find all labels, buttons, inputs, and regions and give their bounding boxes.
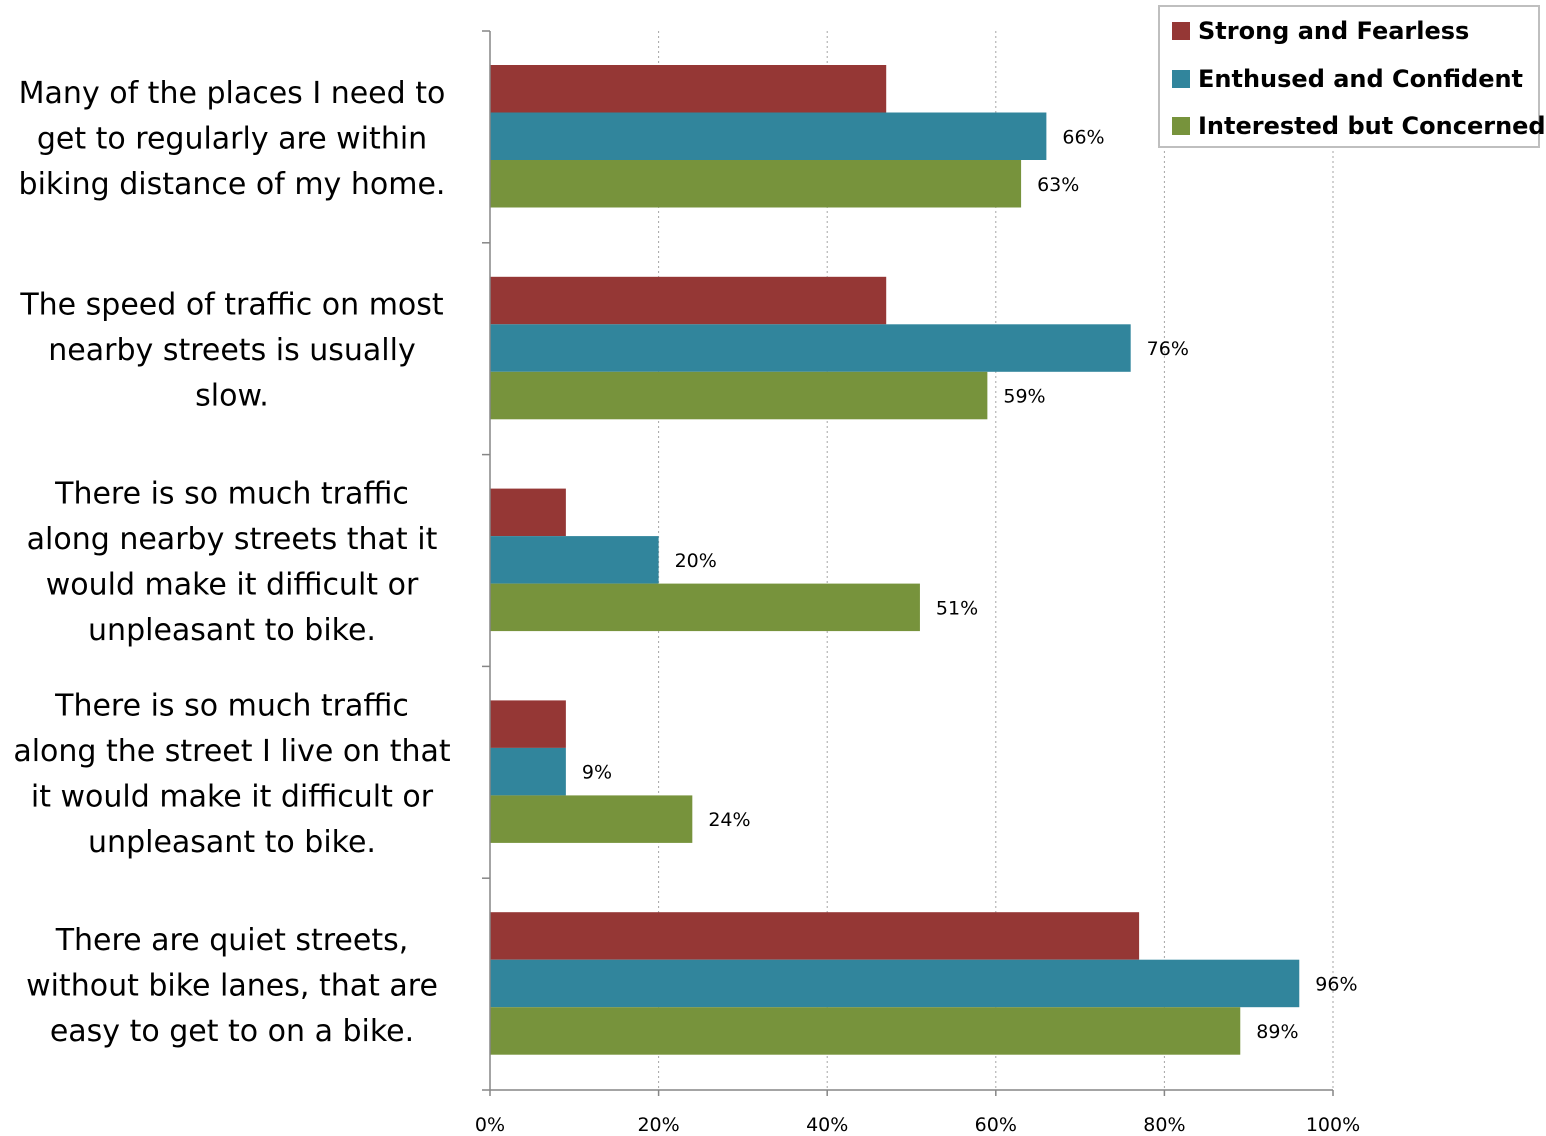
axes bbox=[482, 30, 1334, 1096]
bar bbox=[490, 65, 887, 113]
data-label: 66% bbox=[1062, 126, 1104, 148]
bar bbox=[490, 959, 1300, 1008]
category-label-line: would make it difficult or bbox=[46, 568, 419, 603]
bar bbox=[490, 912, 1140, 960]
data-label: 59% bbox=[1003, 386, 1045, 408]
bars bbox=[490, 65, 1300, 1055]
legend-item-interested-but-concerned: Interested but Concerned bbox=[1172, 111, 1546, 141]
category-label-line: nearby streets is usually bbox=[48, 333, 415, 368]
category-label-line: unpleasant to bike. bbox=[88, 825, 376, 860]
bar bbox=[490, 583, 920, 632]
legend-label: Interested but Concerned bbox=[1198, 112, 1546, 140]
data-label: 89% bbox=[1256, 1021, 1298, 1043]
data-label: 9% bbox=[582, 762, 612, 784]
bar bbox=[490, 324, 1131, 372]
data-label: 24% bbox=[708, 809, 750, 831]
category-label: Many of the places I need to get to regul… bbox=[19, 76, 446, 202]
labels: 0% 20% 40% 60% 80% 100% 66% 63% Many of the plac… bbox=[13, 76, 1360, 1136]
bar bbox=[490, 276, 887, 325]
bar bbox=[490, 536, 659, 584]
x-tick-label: 40% bbox=[806, 1114, 848, 1136]
category-label: The speed of traffic on most nearby stree… bbox=[19, 288, 444, 414]
legend-swatch bbox=[1172, 117, 1190, 135]
category-label-line: get to regularly are within bbox=[37, 121, 427, 156]
bar bbox=[490, 747, 566, 796]
legend: Strong and Fearless Enthused and Confide… bbox=[1158, 5, 1546, 148]
legend-label: Strong and Fearless bbox=[1198, 17, 1470, 45]
bar bbox=[490, 112, 1047, 160]
category-label: There is so much traffic along nearby str… bbox=[27, 477, 438, 648]
data-label: 96% bbox=[1315, 973, 1357, 995]
legend-swatch bbox=[1172, 22, 1190, 40]
category-label-line: There is so much traffic bbox=[54, 688, 409, 723]
legend-label: Enthused and Confident bbox=[1198, 65, 1524, 93]
legend-item-enthused-and-confident: Enthused and Confident bbox=[1172, 64, 1523, 94]
category-label-line: There is so much traffic bbox=[54, 477, 409, 512]
data-label: 63% bbox=[1037, 174, 1079, 196]
bar bbox=[490, 371, 988, 420]
x-tick-label: 60% bbox=[975, 1114, 1017, 1136]
data-label: 20% bbox=[675, 550, 717, 572]
category-label: There are quiet streets, without bike lan… bbox=[26, 923, 438, 1049]
x-tick-label: 100% bbox=[1306, 1114, 1360, 1136]
legend-item-strong-and-fearless: Strong and Fearless bbox=[1172, 16, 1469, 46]
category-label-line: Many of the places I need to bbox=[19, 76, 446, 111]
category-label-line: it would make it difficult or bbox=[31, 779, 434, 814]
bar bbox=[490, 488, 566, 537]
legend-swatch bbox=[1172, 70, 1190, 88]
x-tick-label: 20% bbox=[637, 1114, 679, 1136]
category-label-line: slow. bbox=[195, 379, 269, 414]
category-label-line: easy to get to on a bike. bbox=[50, 1014, 414, 1049]
category-label-line: along nearby streets that it bbox=[27, 522, 438, 557]
bar bbox=[490, 160, 1022, 208]
data-label: 76% bbox=[1147, 338, 1189, 360]
category-label-line: along the street I live on that bbox=[13, 734, 451, 769]
category-label-line: The speed of traffic on most bbox=[19, 288, 444, 323]
data-label: 51% bbox=[936, 597, 978, 619]
bar bbox=[490, 1007, 1241, 1055]
bar bbox=[490, 700, 566, 748]
x-tick-label: 80% bbox=[1143, 1114, 1185, 1136]
category-label-line: without bike lanes, that are bbox=[26, 968, 438, 1003]
x-tick-label: 0% bbox=[475, 1114, 505, 1136]
bar bbox=[490, 795, 693, 843]
category-label-line: unpleasant to bike. bbox=[88, 613, 376, 648]
category-label: There is so much traffic along the street… bbox=[13, 688, 451, 860]
category-label-line: biking distance of my home. bbox=[19, 167, 446, 202]
category-label-line: There are quiet streets, bbox=[55, 923, 409, 958]
